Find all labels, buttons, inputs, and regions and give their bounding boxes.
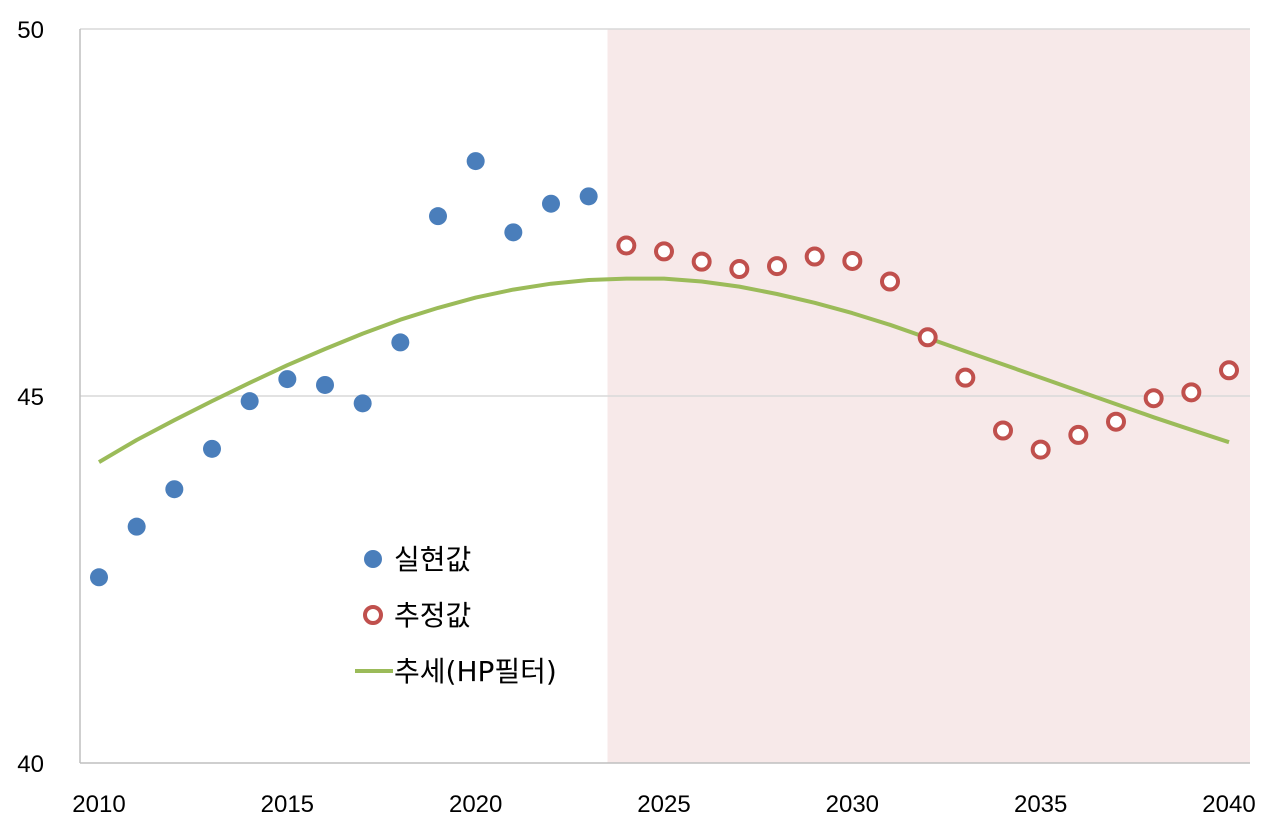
x-tick-label-2035: 2035 xyxy=(1014,791,1067,818)
actual-point-2012 xyxy=(165,480,184,499)
x-tick-label-2015: 2015 xyxy=(261,791,314,818)
trend-line xyxy=(97,276,1230,464)
trend-series xyxy=(97,276,1230,464)
legend: 실현값 추정값 추세(HP필터) xyxy=(355,543,557,688)
legend-label-actual: 실현값 xyxy=(394,543,471,576)
actual-point-2021 xyxy=(504,223,523,242)
actual-point-2017 xyxy=(353,394,372,413)
actual-point-2010 xyxy=(90,568,108,587)
tick-labels: 40 45 50 2010 2015 2020 2025 2030 2035 2040 xyxy=(17,17,1255,818)
forecast-series xyxy=(616,235,1239,460)
forecast-point-2026 xyxy=(691,251,712,272)
legend-item-actual: 실현값 xyxy=(364,543,471,576)
forecast-point-2027 xyxy=(729,259,750,280)
forecast-point-2029 xyxy=(804,246,825,267)
legend-label-trend: 추세(HP필터) xyxy=(394,655,557,688)
forecast-point-2025 xyxy=(654,241,674,262)
forecast-point-2036 xyxy=(1068,424,1089,445)
x-tick-label-2010: 2010 xyxy=(72,791,125,818)
legend-label-forecast: 추정값 xyxy=(394,599,471,632)
y-tick-label-45: 45 xyxy=(17,384,44,411)
forecast-point-2040 xyxy=(1219,360,1239,381)
x-tick-label-2025: 2025 xyxy=(637,791,690,818)
legend-marker-actual xyxy=(364,550,382,568)
actual-point-2018 xyxy=(391,333,410,352)
legend-item-trend: 추세(HP필터) xyxy=(355,655,557,688)
forecast-point-2032 xyxy=(917,327,938,348)
gridlines xyxy=(80,28,1250,397)
forecast-point-2024 xyxy=(616,235,637,256)
legend-item-forecast: 추정값 xyxy=(363,599,471,632)
y-tick-label-40: 40 xyxy=(17,751,44,778)
actual-point-2011 xyxy=(127,517,146,536)
actual-point-2014 xyxy=(240,392,259,411)
forecast-point-2028 xyxy=(767,256,787,277)
forecast-point-2035 xyxy=(1030,439,1051,460)
actual-point-2016 xyxy=(316,375,334,394)
axes xyxy=(79,29,1250,764)
actual-point-2023 xyxy=(579,187,598,206)
forecast-point-2038 xyxy=(1143,388,1164,409)
actual-point-2020 xyxy=(466,152,485,171)
legend-marker-forecast xyxy=(363,605,383,625)
forecast-point-2037 xyxy=(1106,411,1126,432)
forecast-point-2039 xyxy=(1181,382,1202,403)
forecast-point-2030 xyxy=(842,250,863,271)
actual-point-2019 xyxy=(429,207,447,226)
y-tick-label-50: 50 xyxy=(17,17,44,44)
actual-point-2013 xyxy=(203,439,221,458)
forecast-point-2033 xyxy=(955,367,976,388)
x-tick-label-2030: 2030 xyxy=(826,791,879,818)
actual-point-2015 xyxy=(278,370,297,389)
actual-point-2022 xyxy=(542,194,560,213)
forecast-point-2031 xyxy=(880,271,900,292)
forecast-point-2034 xyxy=(993,420,1013,441)
x-tick-label-2040: 2040 xyxy=(1202,791,1255,818)
actual-series xyxy=(90,152,598,587)
x-tick-label-2020: 2020 xyxy=(449,791,502,818)
